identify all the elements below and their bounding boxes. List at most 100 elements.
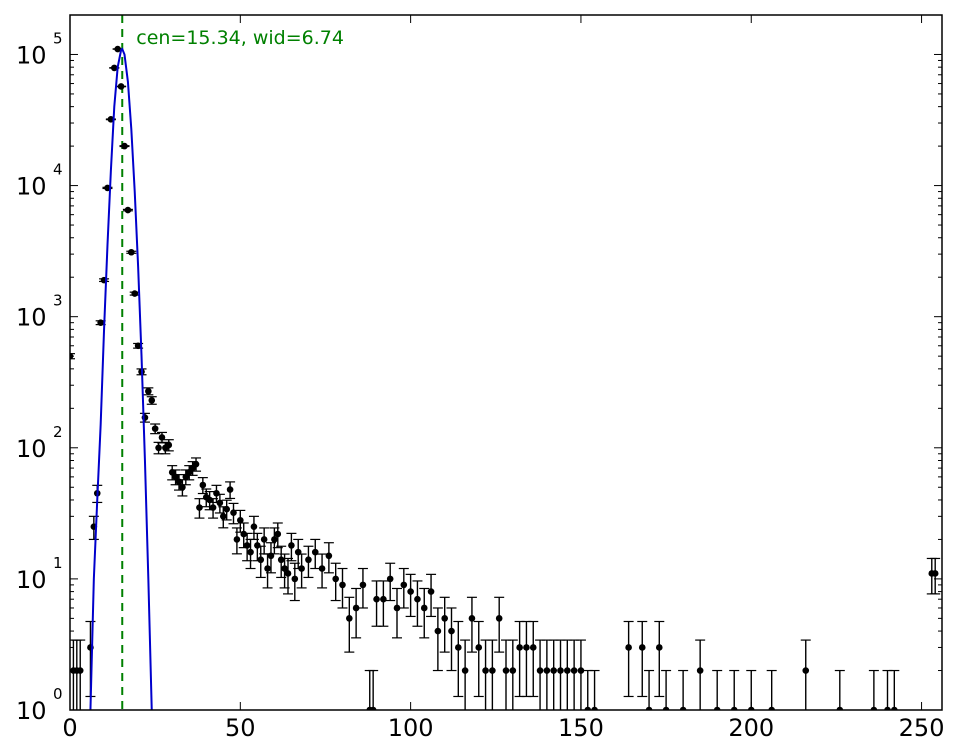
data-point: [712, 669, 723, 710]
data-marker: [482, 667, 489, 674]
data-point: [150, 423, 161, 435]
data-marker: [836, 706, 844, 710]
data-marker: [455, 644, 462, 651]
data-point: [279, 553, 290, 589]
data-point: [286, 532, 297, 562]
data-point: [126, 248, 137, 256]
data-point: [221, 499, 232, 521]
data-marker: [696, 667, 704, 674]
data-marker: [332, 575, 339, 583]
data-marker: [502, 667, 510, 674]
data-point: [882, 669, 893, 710]
data-point: [378, 580, 389, 627]
data-point: [644, 669, 655, 710]
data-point: [368, 669, 379, 710]
data-point: [143, 387, 154, 396]
y-tick-label: 10 4: [16, 161, 63, 201]
data-marker: [564, 667, 571, 674]
data-point: [453, 620, 464, 698]
data-marker: [434, 627, 442, 635]
data-point: [163, 439, 174, 452]
data-point: [225, 481, 236, 500]
y-tick-exponent: 2: [53, 423, 63, 441]
y-tick-label: 10 0: [16, 685, 63, 725]
data-marker: [393, 604, 401, 612]
data-marker: [591, 706, 598, 710]
y-tick-label: 10 5: [16, 29, 63, 69]
data-point: [439, 596, 450, 653]
data-point: [432, 607, 443, 672]
y-tick-base: 10: [16, 41, 47, 69]
data-point: [214, 493, 225, 514]
x-tick-label: 50: [225, 714, 256, 742]
data-marker: [346, 615, 353, 622]
data-point: [392, 587, 402, 639]
data-marker: [165, 441, 173, 449]
data-marker: [243, 542, 251, 549]
data-marker: [223, 505, 230, 513]
data-point: [555, 639, 566, 710]
data-point: [191, 457, 202, 472]
data-point: [889, 669, 900, 710]
x-tick-label: 100: [388, 714, 434, 742]
data-point: [654, 620, 665, 698]
data-marker: [475, 644, 483, 651]
data-marker: [489, 667, 496, 674]
data-point: [528, 620, 539, 698]
data-point: [569, 639, 580, 710]
x-tick-label: 250: [899, 714, 945, 742]
data-marker: [155, 444, 162, 452]
data-point: [623, 620, 634, 698]
data-point: [729, 669, 740, 710]
data-marker: [182, 473, 190, 481]
data-marker: [128, 248, 135, 256]
data-point: [296, 553, 307, 589]
data-marker: [325, 552, 333, 560]
data-marker: [110, 64, 118, 72]
data-marker: [219, 513, 227, 520]
data-point: [146, 396, 157, 405]
data-marker: [277, 556, 285, 564]
data-point: [535, 639, 546, 710]
data-point: [834, 669, 845, 710]
data-point: [800, 639, 811, 710]
data-point: [371, 580, 382, 627]
data-marker: [213, 489, 220, 497]
data-marker: [230, 509, 237, 516]
data-point: [637, 620, 648, 698]
data-marker: [318, 565, 326, 572]
data-point: [323, 542, 334, 574]
data-marker: [288, 542, 295, 549]
data-marker: [264, 565, 271, 572]
data-point: [695, 639, 706, 710]
y-tick-base: 10: [16, 697, 47, 725]
data-point: [252, 532, 263, 562]
data-marker: [311, 548, 319, 556]
data-marker: [121, 142, 128, 150]
data-marker: [768, 706, 775, 710]
data-marker: [802, 667, 810, 674]
data-point: [548, 639, 559, 710]
y-tick-base: 10: [16, 566, 47, 594]
data-point: [289, 562, 300, 602]
data-marker: [529, 644, 537, 651]
data-marker: [884, 706, 891, 710]
data-point: [337, 567, 348, 609]
x-tick-label: 150: [558, 714, 604, 742]
data-point: [344, 596, 355, 653]
data-marker: [114, 45, 121, 53]
data-marker: [625, 644, 632, 651]
data-marker: [291, 575, 299, 583]
data-marker: [523, 644, 530, 651]
data-point: [930, 557, 941, 595]
data-marker: [557, 667, 564, 674]
data-point: [255, 545, 266, 579]
chart-marks: [70, 15, 941, 710]
data-point: [766, 669, 777, 710]
data-marker: [117, 83, 125, 90]
data-point: [426, 573, 437, 618]
data-marker: [662, 706, 670, 710]
y-tick-exponent: 3: [53, 292, 63, 310]
data-marker: [352, 604, 360, 612]
